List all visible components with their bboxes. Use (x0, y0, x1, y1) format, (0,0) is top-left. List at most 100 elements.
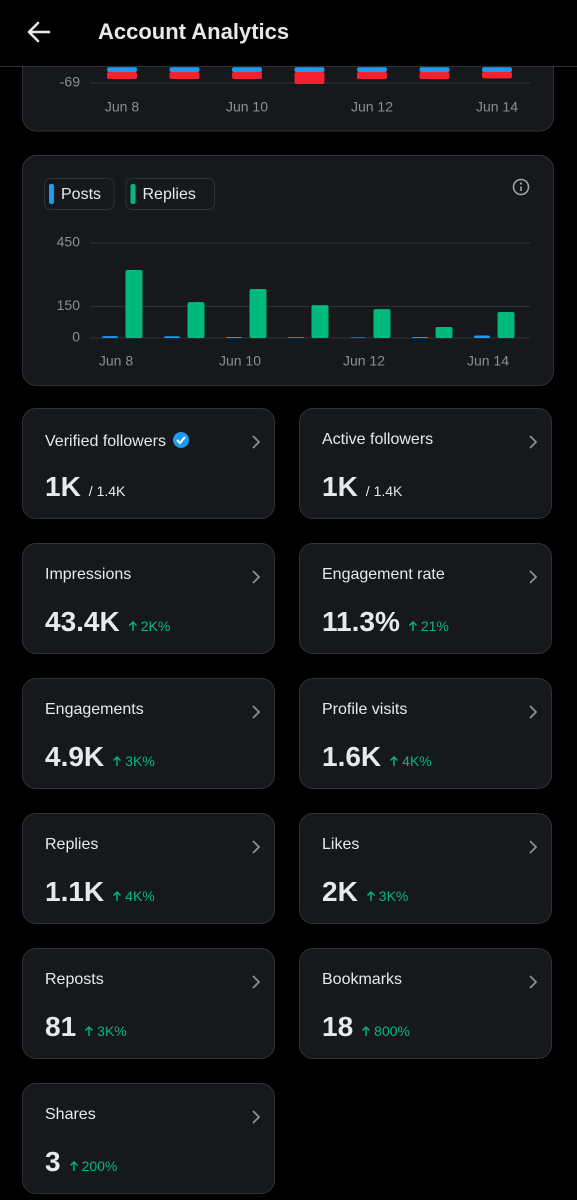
bar (474, 335, 490, 338)
metric-total: / 1.4K (365, 483, 403, 499)
metric-card[interactable]: Likes 2K 3K% (299, 813, 552, 924)
info-icon[interactable] (512, 178, 530, 196)
bar (102, 336, 118, 338)
chevron (529, 705, 538, 719)
metric-value: 1K / 1.4K (322, 471, 402, 503)
bar (125, 270, 143, 338)
metric-label-text: Engagements (45, 701, 144, 718)
chevron (252, 435, 261, 449)
metric-label: Impressions (45, 566, 131, 584)
metric-card[interactable]: Impressions 43.4K 2K% (22, 543, 275, 654)
bar (169, 67, 200, 72)
metric-value-text: 11.3% (322, 606, 400, 637)
metric-value-text: 1K (322, 471, 358, 502)
bar (107, 67, 137, 72)
x-tick-label: Jun 8 (99, 353, 133, 369)
metric-change: 800% (361, 1023, 410, 1039)
up-arrow (408, 621, 417, 631)
bar (169, 72, 200, 80)
bar (294, 67, 325, 72)
metric-card[interactable]: Profile visits 1.6K 4K% (299, 678, 552, 789)
metric-change-text: 21% (420, 618, 449, 634)
up-arrow (113, 756, 122, 766)
chevron (529, 435, 538, 449)
bar (412, 336, 428, 338)
bar (187, 302, 205, 338)
metric-value-text: 81 (45, 1011, 77, 1042)
metric-label-text: Shares (45, 1106, 96, 1123)
metric-value: 1.6K 4K% (322, 741, 432, 773)
metric-total: / 1.4K (88, 483, 126, 499)
metric-value-text: 4.9K (45, 741, 105, 772)
x-tick-label: Jun 8 (105, 99, 139, 115)
metric-change: 3K% (112, 753, 155, 769)
metric-label: Engagement rate (322, 566, 445, 584)
metric-label-text: Verified followers (45, 433, 166, 450)
legend-box (44, 178, 115, 210)
bar (107, 72, 137, 80)
up-arrow (128, 621, 137, 631)
metric-label: Profile visits (322, 701, 407, 719)
metric-value-text: 43.4K (45, 606, 120, 637)
metric-label-text: Engagement rate (322, 566, 445, 583)
bar (311, 305, 329, 338)
y-tick-label: 150 (57, 297, 81, 313)
metric-change: 4K% (389, 753, 432, 769)
bar (419, 67, 450, 72)
chart-card (22, 155, 554, 386)
metric-label: Reposts (45, 971, 104, 989)
metric-card[interactable]: Bookmarks 18 800% (299, 948, 552, 1059)
legend-label: Replies (143, 186, 196, 203)
metric-change-text: 3K% (378, 888, 409, 904)
metric-change: 2K% (128, 618, 170, 634)
metric-label-text: Profile visits (322, 701, 408, 718)
metric-value: 43.4K 2K% (45, 606, 170, 638)
metric-card[interactable]: Active followers 1K / 1.4K (299, 408, 552, 519)
up-arrow (366, 891, 375, 901)
chevron (529, 840, 538, 854)
metric-card[interactable]: Engagement rate 11.3% 21% (299, 543, 552, 654)
metric-change: 4K% (112, 888, 155, 904)
chevron (252, 705, 261, 719)
metric-value: 81 3K% (45, 1011, 127, 1043)
bar (249, 289, 267, 338)
bar (226, 336, 242, 338)
up-arrow (390, 756, 399, 766)
bar (357, 67, 387, 72)
back-button[interactable] (24, 17, 54, 47)
metric-label-text: Bookmarks (322, 971, 403, 988)
metric-change-text: 800% (374, 1023, 410, 1039)
metric-label: Shares (45, 1106, 96, 1124)
metric-label: Engagements (45, 701, 144, 719)
metric-label-text: Impressions (45, 566, 132, 583)
metric-card[interactable]: Verified followers 1K / 1.4K (22, 408, 275, 519)
up-arrow (362, 1026, 371, 1036)
metric-card[interactable]: Replies 1.1K 4K% (22, 813, 275, 924)
chevron (252, 975, 261, 989)
bar (373, 309, 391, 338)
metric-card[interactable]: Engagements 4.9K 3K% (22, 678, 275, 789)
metric-label-text: Active followers (322, 431, 434, 448)
metric-label: Bookmarks (322, 971, 402, 989)
y-tick-label: 0 (72, 329, 80, 345)
bar (288, 337, 304, 338)
bar (482, 72, 512, 79)
up-arrow (113, 891, 122, 901)
metric-card[interactable]: Reposts 81 3K% (22, 948, 275, 1059)
bar (294, 72, 325, 84)
bar (419, 72, 450, 80)
metric-value: 2K 3K% (322, 876, 408, 908)
metric-value: 3 200% (45, 1146, 117, 1178)
metric-value: 1.1K 4K% (45, 876, 155, 908)
x-tick-label: Jun 10 (226, 99, 268, 115)
metric-change-text: 200% (81, 1158, 118, 1174)
metric-card[interactable]: Shares 3 200% (22, 1083, 275, 1194)
y-tick-label: -69 (60, 74, 80, 90)
legend-box (125, 178, 215, 210)
metric-value-text: 2K (322, 876, 358, 907)
metric-label: Verified followers (45, 431, 190, 451)
metric-change: 200% (69, 1158, 118, 1174)
metric-label: Replies (45, 836, 98, 854)
metric-change-text: 3K% (125, 753, 155, 769)
